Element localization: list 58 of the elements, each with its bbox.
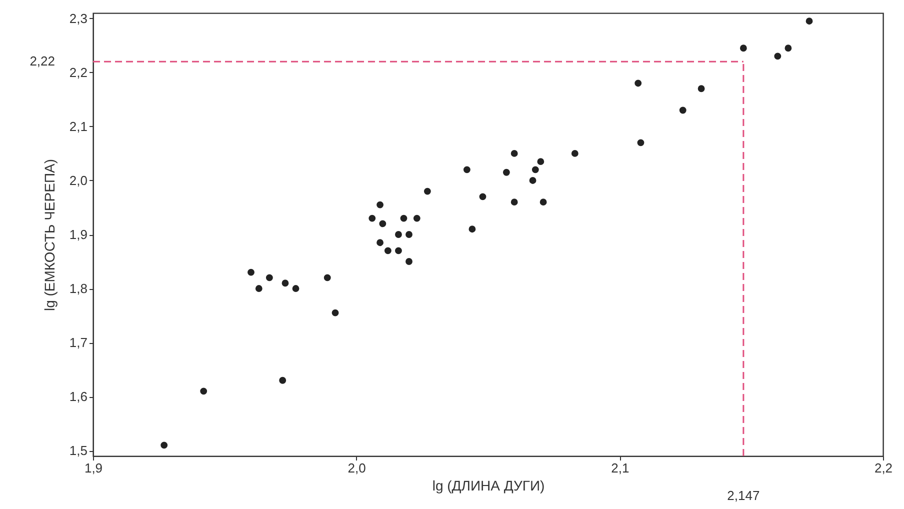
point [255,285,262,292]
point [532,166,539,174]
y-tick-label: 2,1 [69,118,88,134]
point [248,268,254,276]
ref-line-label: 2,22 [30,54,55,69]
x-tick-label: 1,9 [84,460,103,476]
point [395,231,402,238]
point [384,247,392,254]
point [376,201,384,208]
point [698,85,705,92]
point [368,214,376,222]
y-tick-label: 2,3 [69,10,88,26]
point [740,44,747,52]
point [395,247,402,254]
x-axis-title: lg (ДЛИНА ДУГИ) [432,478,545,494]
point [324,274,331,282]
point [571,150,578,157]
point [279,376,286,384]
y-tick-label: 1,9 [69,227,88,242]
point [468,226,476,233]
y-tick-label: 1,6 [69,389,88,404]
point [510,150,518,157]
point [266,274,273,282]
point [282,280,289,287]
point [774,52,782,60]
y-tick-label: 2,2 [69,64,88,80]
point [160,442,168,449]
point [502,168,510,176]
point [529,177,536,184]
x-tick-label: 2,1 [611,460,630,476]
x-tick-label: 2,2 [874,460,893,476]
y-tick-label: 1,7 [69,335,88,350]
point [479,193,486,200]
point [637,139,644,146]
y-tick-label: 2,0 [69,172,88,188]
ref-line-label: 2,147 [727,488,760,503]
point [537,158,544,166]
point [379,220,386,228]
point [406,231,412,238]
point [679,106,686,114]
point [510,198,518,206]
point [292,285,300,292]
point [413,214,420,222]
y-tick-label: 1,8 [69,281,88,296]
point [540,198,547,206]
y-tick-label: 1,5 [69,443,88,458]
point [634,80,642,87]
point [400,214,408,222]
point [424,188,431,195]
point [806,18,813,25]
point [376,239,384,246]
point [463,166,470,174]
point [332,309,339,316]
point [406,258,412,265]
x-tick-label: 2,0 [348,460,366,476]
point [200,388,208,395]
y-axis-title: lg (ЕМКОСТЬ ЧЕРЕПА) [41,158,58,312]
point [784,44,792,52]
